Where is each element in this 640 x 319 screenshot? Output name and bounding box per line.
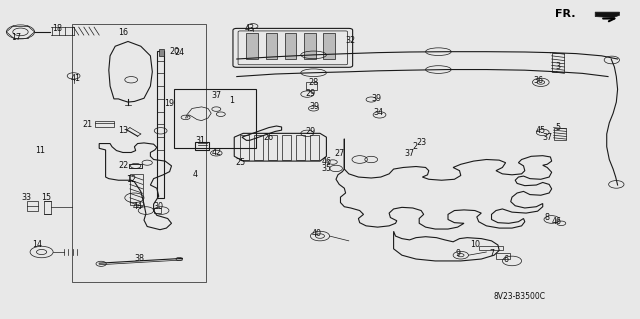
Bar	[496, 253, 510, 259]
Text: 33: 33	[22, 193, 32, 202]
Text: 16: 16	[118, 28, 129, 37]
Bar	[479, 246, 503, 250]
Text: 29: 29	[305, 127, 316, 136]
Bar	[154, 208, 161, 213]
Text: 21: 21	[82, 120, 92, 129]
Text: 35: 35	[321, 164, 332, 173]
Bar	[304, 33, 316, 59]
Text: 4: 4	[193, 170, 198, 179]
Text: 24: 24	[174, 48, 184, 57]
Bar	[285, 33, 296, 59]
Text: 17: 17	[12, 33, 22, 42]
Text: 19: 19	[164, 99, 175, 108]
Polygon shape	[595, 12, 620, 18]
Text: FR.: FR.	[556, 9, 576, 19]
Text: 30: 30	[154, 202, 164, 211]
Text: 44: 44	[132, 202, 143, 211]
Bar	[159, 49, 164, 56]
Text: 2: 2	[412, 142, 417, 151]
Bar	[27, 201, 38, 211]
Text: 15: 15	[41, 193, 51, 202]
Text: 18: 18	[52, 24, 63, 33]
Text: 43: 43	[244, 24, 255, 33]
Bar	[554, 128, 566, 140]
Bar	[282, 135, 291, 160]
Text: 32: 32	[346, 36, 356, 45]
Text: 39: 39	[371, 94, 381, 103]
Text: 41: 41	[70, 74, 81, 83]
Text: 39: 39	[310, 102, 320, 111]
Bar	[310, 135, 319, 160]
Text: 37: 37	[211, 91, 221, 100]
Text: 12: 12	[126, 175, 136, 184]
Text: 36: 36	[534, 76, 544, 85]
Bar	[266, 33, 277, 59]
Bar	[552, 53, 564, 72]
Text: 22: 22	[118, 161, 129, 170]
Bar	[72, 24, 206, 282]
Text: 40: 40	[312, 229, 322, 238]
Text: 13: 13	[118, 126, 129, 135]
Bar	[129, 164, 142, 168]
Text: 27: 27	[334, 149, 344, 158]
Text: 46: 46	[321, 157, 332, 166]
Text: 6: 6	[503, 256, 508, 264]
Bar	[157, 51, 164, 198]
Text: 26: 26	[264, 133, 274, 142]
Text: 23: 23	[416, 138, 426, 147]
Text: 45: 45	[536, 126, 546, 135]
Text: 9: 9	[455, 249, 460, 258]
Bar	[240, 135, 249, 160]
Text: 8V23-B3500C: 8V23-B3500C	[493, 292, 546, 300]
Bar	[254, 135, 263, 160]
Bar	[246, 33, 258, 59]
Text: 29: 29	[305, 89, 316, 98]
Text: 10: 10	[470, 241, 481, 249]
Text: 31: 31	[195, 137, 205, 145]
Text: 42: 42	[211, 148, 221, 157]
Text: 38: 38	[134, 254, 145, 263]
Bar	[95, 121, 114, 127]
Text: 34: 34	[374, 108, 384, 117]
Text: 25: 25	[235, 158, 245, 167]
Text: 11: 11	[35, 146, 45, 155]
Bar	[268, 135, 277, 160]
Text: 37: 37	[542, 133, 552, 142]
Text: 14: 14	[32, 241, 42, 249]
Text: 1: 1	[229, 96, 234, 105]
Text: 28: 28	[308, 78, 319, 87]
Text: 7: 7	[489, 249, 494, 258]
Bar	[306, 82, 317, 90]
Bar	[129, 164, 142, 168]
Bar	[130, 174, 143, 205]
Bar	[174, 89, 256, 148]
Text: 3: 3	[556, 62, 561, 71]
Text: 5: 5	[556, 123, 561, 132]
Bar	[323, 33, 335, 59]
Bar	[195, 142, 209, 150]
Text: 8: 8	[545, 213, 550, 222]
Text: 37: 37	[404, 149, 415, 158]
Text: 46: 46	[552, 217, 562, 226]
Bar	[296, 135, 305, 160]
Bar	[44, 201, 51, 214]
Text: 20: 20	[169, 47, 179, 56]
